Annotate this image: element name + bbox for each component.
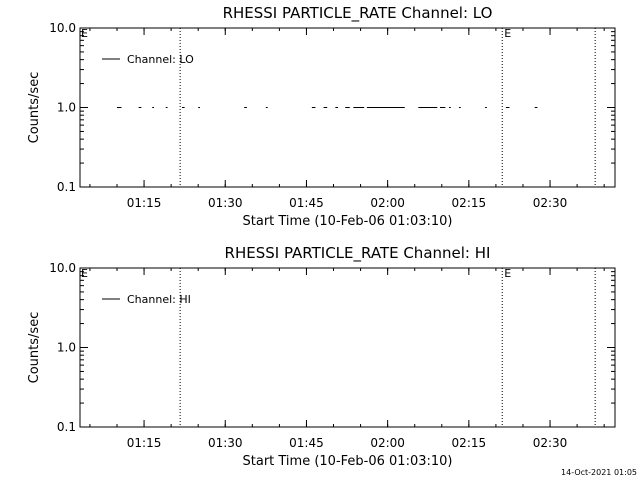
x-tick-label: 01:15 [127, 196, 162, 210]
legend-entry: Channel: LO [127, 53, 194, 66]
y-axis-label: Counts/sec [27, 312, 42, 384]
generation-timestamp: 14-Oct-2021 01:05 [561, 468, 637, 477]
y-tick-label: 1.0 [57, 341, 76, 355]
event-marker-label: E [504, 267, 511, 280]
edge-marker-label: E [81, 267, 88, 280]
legend-entry: Channel: HI [127, 293, 191, 306]
edge-marker-label: E [81, 27, 88, 40]
y-tick-label: 1.0 [57, 101, 76, 115]
x-tick-label: 01:30 [208, 436, 243, 450]
x-tick-label: 02:00 [370, 196, 405, 210]
x-tick-label: 01:45 [289, 436, 324, 450]
y-tick-label: 0.1 [57, 180, 76, 194]
x-tick-label: 02:30 [533, 436, 568, 450]
x-tick-label: 01:30 [208, 196, 243, 210]
y-tick-label: 0.1 [57, 420, 76, 434]
hi-channel-panel: RHESSI PARTICLE_RATE Channel: HI 01:15 01:… [27, 244, 616, 469]
y-tick-label: 10.0 [49, 21, 76, 35]
x-tick-label: 02:15 [452, 196, 487, 210]
lo-channel-panel: RHESSI PARTICLE_RATE Channel: LO 01:15 01:… [27, 4, 616, 229]
plot-frame [79, 267, 616, 428]
y-axis-label: Counts/sec [27, 72, 42, 144]
x-tick-label: 02:15 [452, 436, 487, 450]
x-tick-label: 01:45 [289, 196, 324, 210]
x-tick-label: 01:15 [127, 436, 162, 450]
x-axis-label: Start Time (10-Feb-06 01:03:10) [243, 454, 453, 469]
x-tick-label: 02:30 [533, 196, 568, 210]
chart-title: RHESSI PARTICLE_RATE Channel: HI [225, 244, 491, 263]
chart-title: RHESSI PARTICLE_RATE Channel: LO [223, 4, 493, 23]
y-tick-label: 10.0 [49, 261, 76, 275]
x-axis-label: Start Time (10-Feb-06 01:03:10) [243, 214, 453, 229]
event-marker-label: E [504, 27, 511, 40]
x-tick-label: 02:00 [370, 436, 405, 450]
